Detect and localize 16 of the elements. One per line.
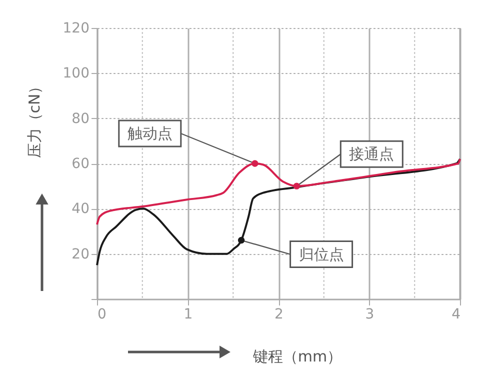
x-tick-label: 0 xyxy=(98,306,106,322)
annotation: 接通点 xyxy=(349,145,394,164)
x-axis-title: 键程（mm） xyxy=(252,348,342,366)
x-tick-label: 2 xyxy=(274,306,284,322)
y-tick-label: 100 xyxy=(62,66,90,82)
y-tick-label: 60 xyxy=(72,156,90,172)
y-tick-label: 120 xyxy=(62,20,90,36)
y-tick-label: 40 xyxy=(72,201,90,218)
x-tick-label: 3 xyxy=(365,306,374,322)
annotation: 归位点 xyxy=(298,245,344,264)
y-tick-label: 80 xyxy=(72,110,90,127)
annotation: 触动点 xyxy=(127,124,172,142)
y-tick-label: 20 xyxy=(72,246,90,262)
x-tick-label: 4 xyxy=(452,306,461,322)
y-axis-title: 压力（cN） xyxy=(26,78,44,158)
x-tick-label: 1 xyxy=(184,306,193,322)
